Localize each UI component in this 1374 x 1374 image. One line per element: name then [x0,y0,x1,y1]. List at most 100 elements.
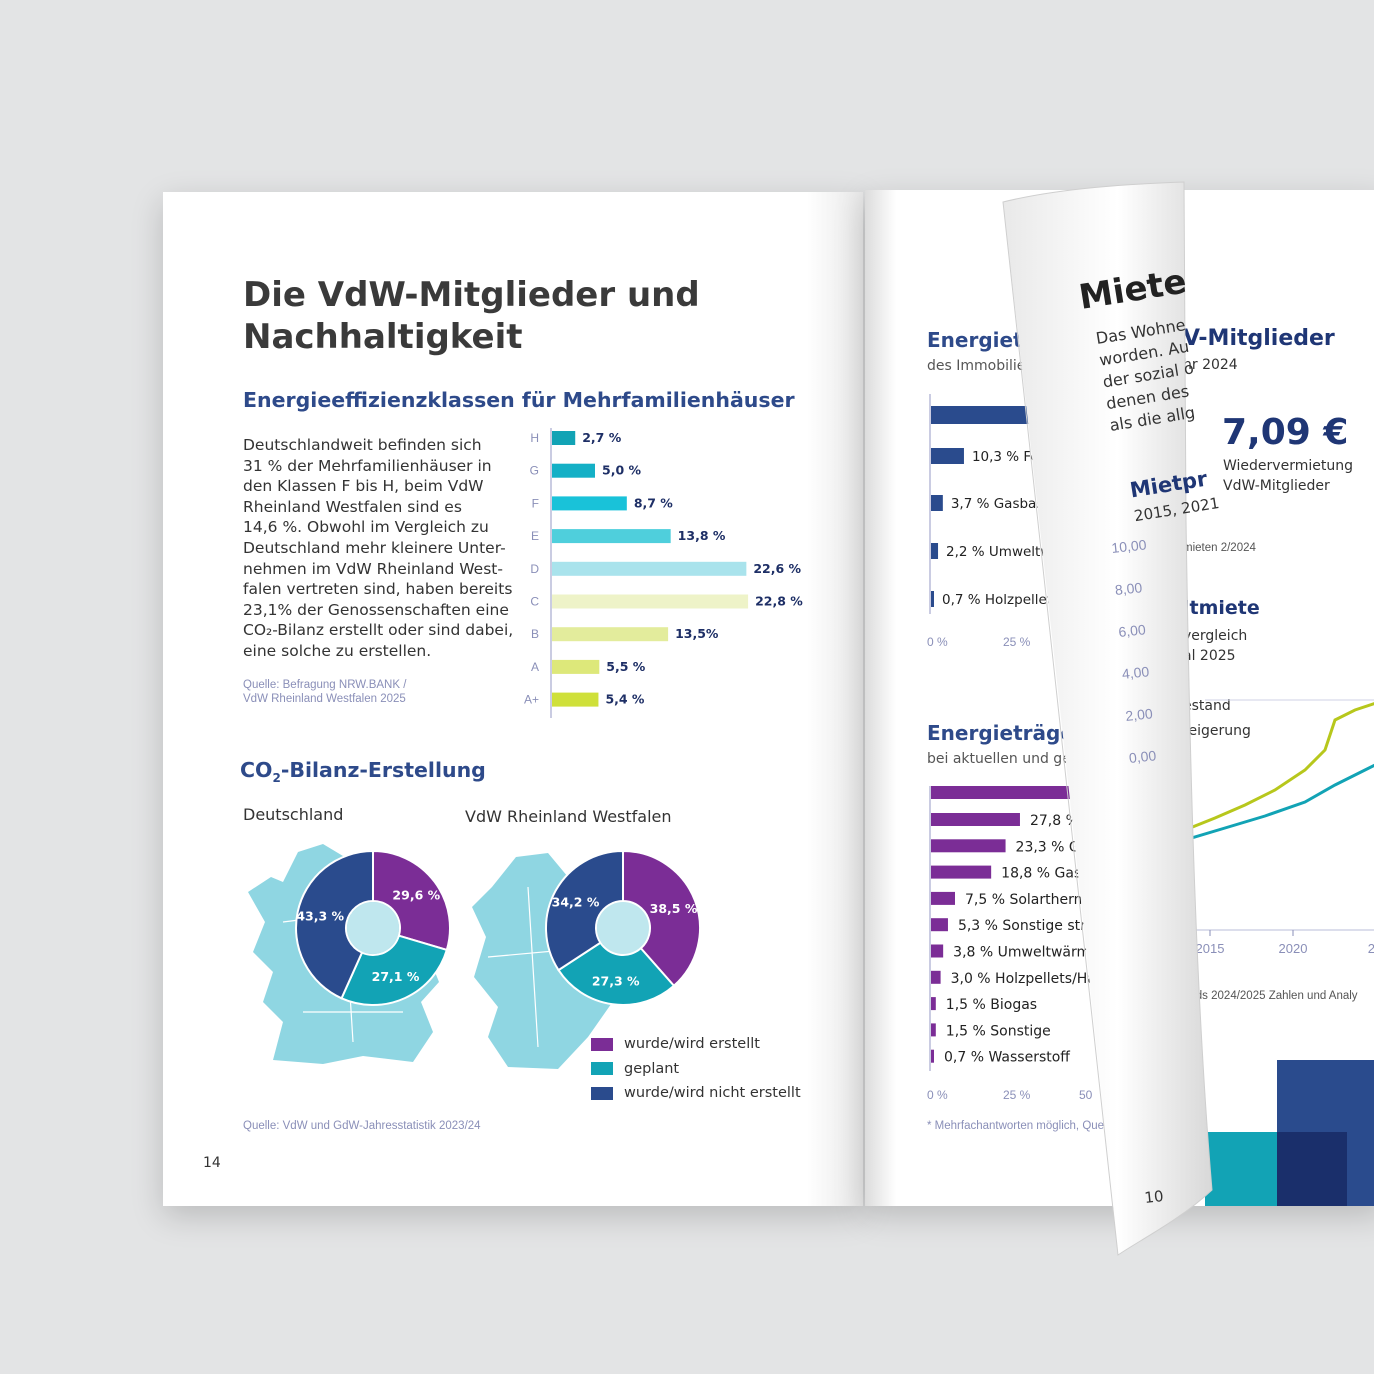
legend-item: wurde/wird nicht erstellt [591,1081,801,1106]
bar [931,1049,934,1063]
tick-label: 50 [1079,1088,1093,1102]
bar [552,529,671,544]
category-label: G [530,464,539,478]
bar [552,431,576,445]
data-label: 23,3 % G [1016,839,1080,855]
paragraph-line: CO₂-Bilanz erstellt oder sind dabei, [243,621,514,640]
slice-label: 43,3 % [296,909,344,924]
data-label: 22,8 % [755,594,803,609]
bar [931,813,1020,826]
bar [931,944,944,958]
data-label: 18,8 % Gas [1001,866,1081,882]
category-label: D [530,562,539,576]
right-sub-1: des Immobilie [927,358,1026,374]
bar [552,692,599,707]
bar [931,543,939,559]
energy-class-bar-chart: H 2,7 % G 5,0 % F 8,7 % E 13,8 % D 22,6 % C 22,8 % B… [524,428,803,718]
donut-title-germany: Deutschland [243,805,344,824]
bar [931,891,955,905]
slice-label: 38,5 % [650,901,698,916]
page-title: Die VdW-Mitglieder und Nachhaltigkeit [243,274,700,358]
slice-label: 27,1 % [372,969,420,984]
right-source: ends 2024/2025 Zahlen und Analy [1183,990,1358,1002]
donut-hole [597,902,649,954]
bar [552,659,600,674]
right-heading-3: V-Mitglieder [1183,326,1335,351]
source-note-2: Quelle: VdW und GdW-Jahresstatistik 2023… [243,1120,481,1132]
data-label: 13,5% [675,626,719,641]
bar-block-teal [1205,1132,1277,1206]
bar [552,561,747,576]
data-label: 3,7 % Gasbas [951,496,1044,512]
data-label: 5,3 % Sonstige stro [958,918,1094,934]
source-note-1-line1: Quelle: Befragung NRW.BANK / [243,679,407,691]
legend-swatch [591,1086,613,1100]
paragraph-line: 23,1% der Genossenschaften eine [243,600,509,619]
donut-title-vdw: VdW Rheinland Westfalen [465,807,672,826]
right-heading-1: Energietı [927,328,1030,352]
page-title-line2: Nachhaltigkeit [243,317,523,357]
bar [931,1023,936,1037]
donut-legend: wurde/wird erstellt geplant wurde/wird nic… [591,1032,801,1106]
tick-label: 0 % [927,1088,948,1102]
legend-swatch [591,1037,613,1051]
data-label: 2,2 % Umweltw [946,544,1051,560]
paragraph-line: falen vertreten sind, haben bereits [243,580,513,599]
page-number-left: 14 [203,1155,221,1171]
section-heading-co2: CO2-Bilanz-Erstellung [240,758,486,785]
right-sub-4-line1: vergleich [1183,628,1248,644]
right-note-1: mieten 2/2024 [1183,542,1256,554]
tick-label: 2020 [1279,941,1308,956]
bar [931,970,941,984]
big-value-label-2: VdW-Mitglieder [1223,478,1330,494]
category-label: C [530,595,539,609]
paragraph-line: den Klassen F bis H, beim VdW [243,477,484,496]
bar-block-navy [1277,1132,1347,1206]
donut-slice [545,849,624,972]
data-label: 2,7 % [582,430,621,445]
right-sub-3: hr 2024 [1183,357,1238,373]
paragraph-line: Rheinland Westfalen sind es [243,497,462,516]
category-label: H [530,431,539,445]
series-line [1185,763,1374,842]
slice-label: 29,6 % [392,888,440,903]
donut-slice [622,849,701,988]
category-label: A+ [524,693,539,707]
right-heading-2: Energieträgeı [927,721,1081,745]
bar [931,839,1006,853]
tick-label: 20 [1368,941,1374,956]
paragraph-line: 14,6 %. Obwohl im Vergleich zu [243,518,489,537]
tick-label: 25 % [1003,635,1031,649]
donut-slice [557,941,676,1006]
co2-heading-prefix: CO [240,758,273,782]
data-label: 8,7 % [634,495,673,510]
data-label: 5,5 % [606,659,645,674]
slice-label: 34,2 % [552,894,600,909]
slice-label: 27,3 % [592,974,640,989]
source-note-1: Quelle: Befragung NRW.BANK / VdW Rheinla… [243,678,406,706]
legend-label: geplant [624,1060,680,1077]
right-sub-4: vergleich al 2025 [1183,626,1247,666]
data-label: 0,7 % Wasserstoff [944,1050,1070,1066]
bar [931,591,934,607]
body-paragraph: Deutschlandweit befinden sich 31 % der Me… [243,435,523,662]
data-label: 3,8 % Umweltwärme [953,945,1099,961]
page-title-line1: Die VdW-Mitglieder und [243,275,700,315]
category-label: F [532,496,539,510]
right-footnote: * Mehrfachantworten möglich, Que [927,1120,1105,1132]
legend-label: wurde/wird nicht erstellt [624,1085,801,1102]
bar [552,496,627,511]
legend-item: wurde/wird erstellt [591,1032,801,1057]
bar [931,997,936,1011]
donut-chart-vdw: 38,5 % 27,3 % 34,2 % [545,849,701,1006]
donut-slice [340,934,449,1006]
data-label: 5,0 % [602,463,641,478]
bar [931,786,1091,799]
right-bar-chart-1: 10,3 % Fe 3,7 % Gasbas 2,2 % Umweltw 0,7 % … [927,394,1121,649]
big-value-label: Wiedervermietung VdW-Mitglieder [1223,456,1353,496]
donut-slice [372,849,451,952]
legend-item: geplant [591,1057,801,1082]
paragraph-line: Deutschland mehr kleinere Unter- [243,538,506,557]
co2-heading-sub: 2 [272,771,281,786]
legend-swatch [591,1062,613,1076]
